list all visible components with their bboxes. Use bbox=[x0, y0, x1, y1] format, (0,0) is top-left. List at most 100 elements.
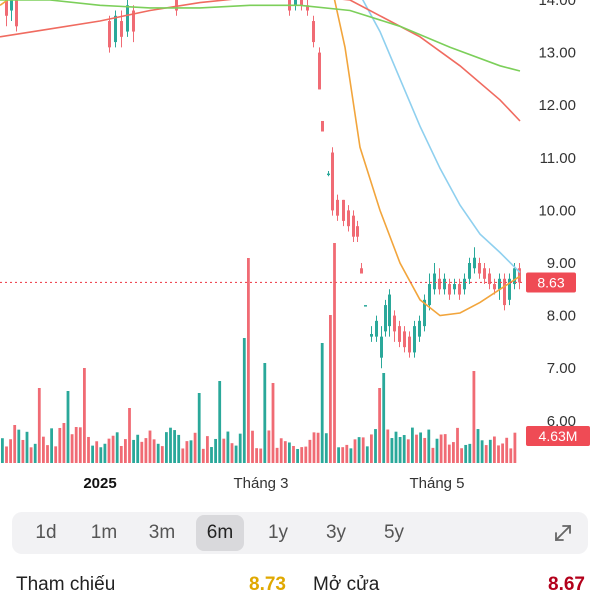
volume-bar bbox=[427, 429, 431, 463]
candle-body bbox=[388, 294, 391, 327]
x-axis-label: 2025 bbox=[83, 475, 116, 492]
volume-bar bbox=[419, 432, 422, 463]
range-1y-button[interactable]: 1y bbox=[267, 522, 289, 543]
volume-bar bbox=[370, 434, 373, 463]
volume-bar bbox=[181, 448, 185, 463]
volume-bar bbox=[345, 444, 349, 463]
volume-bar bbox=[382, 373, 386, 463]
volume-bar bbox=[333, 243, 336, 463]
volume-bar bbox=[62, 423, 66, 463]
candle-body bbox=[360, 268, 363, 274]
y-tick-label: 7.00 bbox=[547, 360, 576, 377]
volume-bar bbox=[46, 445, 49, 463]
volume-bar bbox=[78, 427, 82, 463]
volume-bar bbox=[279, 438, 283, 463]
volume-bar bbox=[267, 430, 271, 463]
price-chart[interactable]: 14.00 13.00 12.00 11.00 10.00 9.00 8.00 7.00 6.0… bbox=[0, 0, 600, 500]
y-tick-label: 10.00 bbox=[538, 202, 576, 219]
x-axis-label: Tháng 3 bbox=[233, 475, 288, 492]
candle-body bbox=[352, 215, 355, 237]
candle-body bbox=[478, 263, 481, 274]
volume-bar bbox=[201, 448, 205, 463]
volume-bar bbox=[452, 442, 455, 463]
volume-bar bbox=[353, 439, 357, 463]
volume-bar bbox=[210, 447, 213, 463]
volume-bar bbox=[308, 439, 312, 463]
volume-bar bbox=[17, 429, 21, 463]
x-axis-label: Tháng 5 bbox=[409, 475, 464, 492]
volume-bar bbox=[70, 434, 74, 463]
volume-bar bbox=[111, 435, 115, 463]
open-price-value: 8.67 bbox=[548, 574, 585, 595]
volume-bar bbox=[259, 448, 263, 463]
candle-body bbox=[413, 326, 416, 353]
range-1m-button[interactable]: 1m bbox=[90, 522, 118, 543]
candle-body bbox=[108, 21, 111, 48]
volume-bar bbox=[66, 391, 70, 463]
volume-bar bbox=[242, 338, 246, 463]
volume-bar bbox=[13, 425, 17, 463]
volume-bar bbox=[218, 381, 222, 463]
volume-bar bbox=[226, 431, 230, 463]
expand-button[interactable] bbox=[548, 518, 578, 548]
volume-bar bbox=[374, 429, 377, 463]
volume-bar bbox=[230, 443, 234, 463]
volume-bar bbox=[128, 408, 131, 463]
candle-body bbox=[498, 278, 501, 290]
volume-bar bbox=[304, 446, 308, 463]
volume-bar bbox=[91, 445, 94, 463]
volume-bar bbox=[435, 438, 439, 463]
price-badge: 8.63 bbox=[526, 272, 576, 293]
volume-bar bbox=[484, 445, 488, 463]
volume-bar bbox=[513, 432, 517, 463]
range-5y-button[interactable]: 5y bbox=[383, 522, 405, 543]
volume-bar bbox=[501, 443, 504, 463]
candle-body bbox=[327, 173, 330, 176]
candle-body bbox=[473, 257, 476, 269]
candle-body bbox=[403, 331, 406, 348]
volume-bar bbox=[107, 438, 111, 463]
volume-bar bbox=[185, 441, 189, 463]
candle-body bbox=[120, 21, 123, 37]
volume-bar bbox=[329, 315, 332, 463]
volume-bar bbox=[238, 433, 242, 463]
volume-bar bbox=[296, 448, 299, 463]
candle-body bbox=[347, 210, 350, 227]
range-6m-button[interactable]: 6m bbox=[196, 515, 244, 551]
volume-bar bbox=[247, 258, 250, 463]
volume-badge: 4.63M bbox=[526, 426, 590, 446]
volume-bar bbox=[271, 383, 275, 463]
candle-body bbox=[458, 284, 461, 295]
candle-body bbox=[331, 152, 334, 211]
volume-bar bbox=[456, 427, 459, 463]
range-3y-button[interactable]: 3y bbox=[325, 522, 347, 543]
volume-bar bbox=[509, 448, 513, 463]
volume-bar bbox=[386, 429, 390, 463]
volume-bar bbox=[464, 444, 468, 463]
volume-bar bbox=[152, 439, 156, 463]
volume-bar bbox=[140, 441, 144, 463]
candle-body bbox=[336, 199, 339, 216]
volume-bar bbox=[99, 447, 103, 463]
candle-body bbox=[518, 268, 521, 283]
volume-bar bbox=[341, 447, 345, 463]
volume-bar bbox=[292, 445, 295, 463]
candle-body bbox=[5, 0, 8, 16]
reference-price-label: Tham chiếu bbox=[16, 574, 116, 595]
volume-bar bbox=[365, 446, 369, 463]
volume-bar bbox=[132, 439, 135, 463]
candle-body bbox=[375, 320, 378, 337]
volume-bar bbox=[443, 434, 447, 463]
volume-bar bbox=[431, 447, 435, 463]
volume-bar bbox=[505, 437, 509, 463]
price-summary-row: Tham chiếu 8.73 Mở cửa 8.67 bbox=[0, 570, 600, 600]
volume-bar bbox=[402, 435, 406, 463]
range-3m-button[interactable]: 3m bbox=[148, 522, 176, 543]
candle-body bbox=[423, 299, 426, 327]
candle-body bbox=[312, 21, 315, 43]
volume-bar bbox=[144, 438, 148, 463]
candle-body bbox=[463, 278, 466, 290]
candle-body bbox=[448, 284, 451, 295]
range-1d-button[interactable]: 1d bbox=[35, 522, 57, 543]
moving-average-line bbox=[0, 0, 521, 122]
